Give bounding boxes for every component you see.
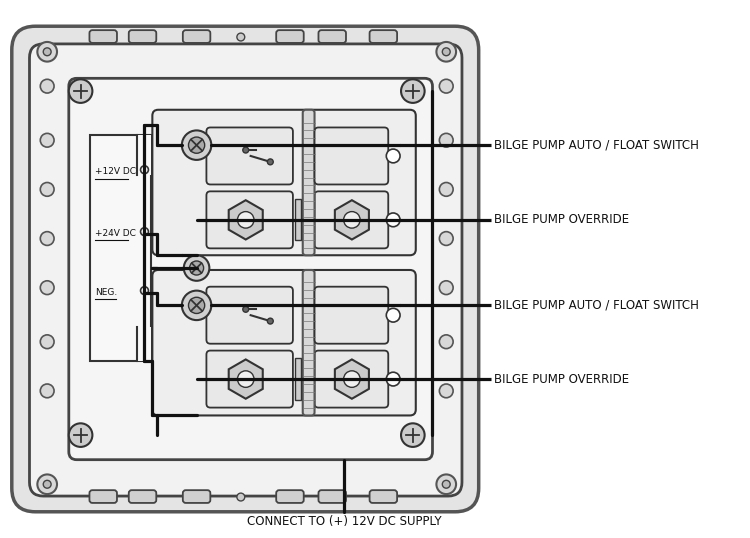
FancyBboxPatch shape [183, 490, 210, 503]
Circle shape [40, 79, 54, 93]
Bar [295, 199, 301, 240]
FancyBboxPatch shape [152, 110, 416, 255]
Circle shape [69, 79, 92, 103]
Bar [136, 136, 152, 175]
Circle shape [386, 308, 400, 322]
FancyBboxPatch shape [69, 79, 433, 459]
FancyBboxPatch shape [89, 30, 117, 43]
Bar [136, 327, 152, 362]
Circle shape [440, 232, 453, 245]
FancyBboxPatch shape [206, 192, 293, 249]
Circle shape [267, 318, 273, 324]
FancyBboxPatch shape [276, 490, 304, 503]
Circle shape [436, 42, 456, 62]
FancyBboxPatch shape [314, 351, 388, 408]
FancyBboxPatch shape [206, 128, 293, 185]
Circle shape [243, 306, 249, 312]
FancyBboxPatch shape [129, 490, 156, 503]
FancyBboxPatch shape [12, 26, 478, 512]
Circle shape [38, 475, 57, 494]
Circle shape [440, 335, 453, 349]
Circle shape [238, 371, 254, 387]
Text: +24V DC: +24V DC [95, 229, 136, 238]
Bar [295, 358, 301, 400]
FancyBboxPatch shape [129, 30, 156, 43]
Text: BILGE PUMP OVERRIDE: BILGE PUMP OVERRIDE [494, 214, 629, 226]
Circle shape [386, 372, 400, 386]
Circle shape [440, 133, 453, 147]
Circle shape [440, 182, 453, 196]
Circle shape [188, 298, 205, 314]
FancyBboxPatch shape [314, 128, 388, 185]
Text: BILGE PUMP OVERRIDE: BILGE PUMP OVERRIDE [494, 373, 629, 386]
Circle shape [188, 137, 205, 153]
FancyBboxPatch shape [303, 110, 314, 255]
Circle shape [440, 384, 453, 398]
Circle shape [40, 384, 54, 398]
FancyBboxPatch shape [276, 30, 304, 43]
Circle shape [344, 211, 360, 228]
Bar [91, 136, 152, 362]
Circle shape [140, 228, 148, 236]
FancyBboxPatch shape [152, 270, 416, 415]
Circle shape [267, 159, 273, 165]
Circle shape [40, 281, 54, 295]
FancyBboxPatch shape [303, 270, 314, 415]
FancyBboxPatch shape [370, 490, 397, 503]
Text: NEG.: NEG. [95, 288, 118, 297]
FancyBboxPatch shape [319, 30, 346, 43]
Text: BILGE PUMP AUTO / FLOAT SWITCH: BILGE PUMP AUTO / FLOAT SWITCH [494, 139, 699, 152]
Circle shape [238, 211, 254, 228]
Circle shape [237, 493, 244, 501]
FancyBboxPatch shape [89, 490, 117, 503]
Text: CONNECT TO (+) 12V DC SUPPLY: CONNECT TO (+) 12V DC SUPPLY [247, 515, 441, 528]
Circle shape [40, 182, 54, 196]
Circle shape [40, 133, 54, 147]
Circle shape [140, 166, 148, 174]
FancyBboxPatch shape [314, 192, 388, 249]
Circle shape [182, 130, 212, 160]
Text: BILGE PUMP AUTO / FLOAT SWITCH: BILGE PUMP AUTO / FLOAT SWITCH [494, 299, 699, 312]
Polygon shape [229, 359, 262, 399]
Circle shape [44, 48, 51, 56]
Circle shape [38, 42, 57, 62]
Circle shape [182, 291, 212, 320]
Circle shape [442, 480, 450, 488]
Circle shape [40, 335, 54, 349]
FancyBboxPatch shape [206, 287, 293, 344]
Polygon shape [334, 200, 369, 239]
Circle shape [40, 232, 54, 245]
Circle shape [401, 79, 424, 103]
Circle shape [69, 423, 92, 447]
Circle shape [440, 281, 453, 295]
Circle shape [140, 287, 148, 295]
Circle shape [401, 423, 424, 447]
Polygon shape [334, 359, 369, 399]
FancyBboxPatch shape [314, 287, 388, 344]
Circle shape [442, 48, 450, 56]
Text: +12V DC: +12V DC [95, 167, 136, 176]
Circle shape [184, 255, 209, 281]
Circle shape [440, 79, 453, 93]
Circle shape [386, 149, 400, 163]
FancyBboxPatch shape [183, 30, 210, 43]
Circle shape [386, 213, 400, 226]
FancyBboxPatch shape [319, 490, 346, 503]
Circle shape [237, 33, 244, 41]
FancyBboxPatch shape [206, 351, 293, 408]
Circle shape [190, 261, 203, 275]
Polygon shape [229, 200, 262, 239]
Circle shape [436, 475, 456, 494]
FancyBboxPatch shape [370, 30, 397, 43]
Circle shape [344, 371, 360, 387]
FancyBboxPatch shape [29, 44, 462, 496]
Circle shape [44, 480, 51, 488]
Circle shape [243, 147, 249, 153]
